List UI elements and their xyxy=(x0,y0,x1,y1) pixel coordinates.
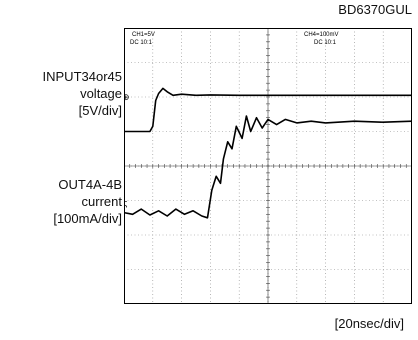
output-current-label-line1: OUT4A-4B xyxy=(58,177,122,192)
input-voltage-label-line1: INPUT34or45 xyxy=(42,69,122,84)
plot-frame xyxy=(124,28,412,304)
plot-grid xyxy=(124,28,412,304)
ch1-scale-text: CH1=5V xyxy=(132,32,155,38)
output-current-scale: [100mA/div] xyxy=(53,211,122,226)
ch4-ground-marker: ς xyxy=(124,198,128,208)
output-current-trace xyxy=(124,115,412,219)
output-current-label: OUT4A-4B current [100mA/div] xyxy=(53,176,122,227)
part-number: BD6370GUL xyxy=(338,2,412,17)
ch1-ground-marker: ⊕ xyxy=(124,92,130,102)
input-voltage-scale: [5V/div] xyxy=(78,103,122,118)
input-voltage-trace xyxy=(124,87,412,133)
input-voltage-label-line2: voltage xyxy=(80,86,122,101)
output-current-label-line2: current xyxy=(81,194,122,209)
ch4-scale-text: CH4=100mV xyxy=(304,32,339,38)
input-voltage-label: INPUT34or45 voltage [5V/div] xyxy=(43,68,122,119)
ch1-coupling-text: DC 10:1 xyxy=(130,40,153,46)
ch4-coupling-text: DC 10:1 xyxy=(314,40,337,46)
oscilloscope-plot: CH1=5V DC 10:1 CH4=100mV DC 10:1 ⊕ ς xyxy=(124,28,412,304)
time-scale-label: [20nsec/div] xyxy=(334,316,404,331)
